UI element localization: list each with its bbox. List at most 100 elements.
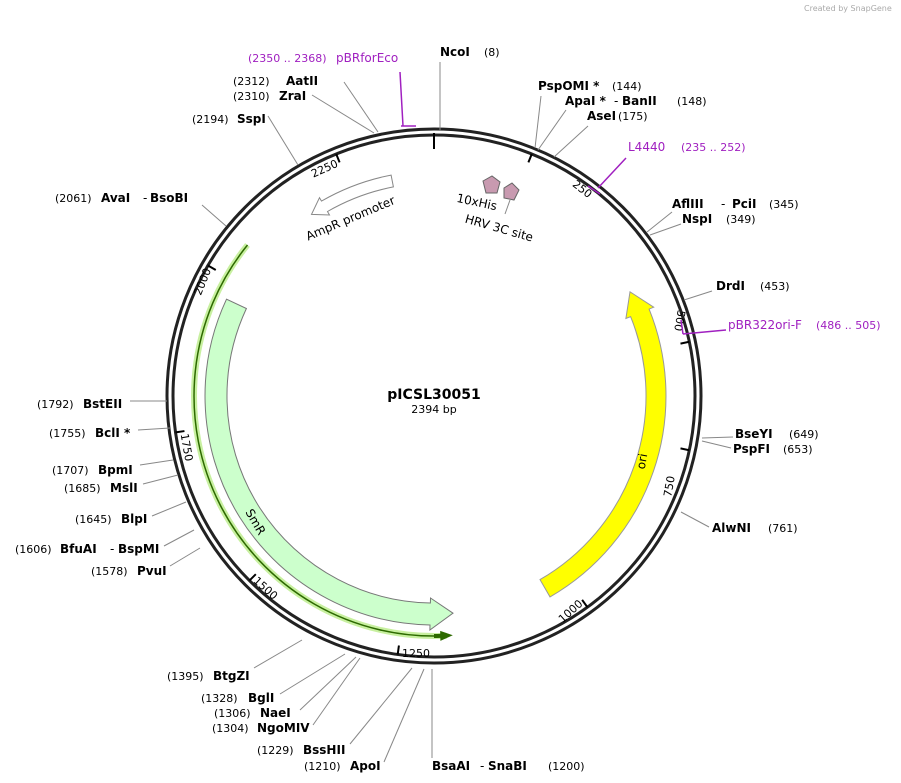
site-position: (653)	[783, 443, 813, 456]
site-name: NspI	[682, 212, 712, 226]
name-separator: -	[480, 759, 484, 773]
feature-label: ori	[634, 452, 650, 470]
site-line	[279, 653, 346, 695]
site-name: BpmI	[98, 463, 133, 477]
site-name: BclI *	[95, 426, 131, 440]
site-name: NaeI	[260, 706, 291, 720]
site-line	[701, 436, 734, 439]
site-name: DrdI	[716, 279, 745, 293]
site-position: (144)	[612, 80, 642, 93]
site-position: (2061)	[55, 192, 92, 205]
ring-tick-label: 750	[661, 475, 677, 498]
site-line	[701, 440, 732, 449]
ring-tick	[581, 599, 589, 608]
site-name: BtgZI	[213, 669, 250, 683]
site-name: BsaAI	[432, 759, 470, 773]
site-name: SnaBI	[488, 759, 527, 773]
site-name: ZraI	[279, 89, 306, 103]
site-line	[646, 211, 673, 233]
site-name: NgoMIV	[257, 721, 310, 735]
site-line	[534, 95, 542, 149]
ampr-promoter	[310, 174, 394, 216]
site-position: (649)	[789, 428, 819, 441]
site-line	[537, 109, 567, 151]
site-name: SspI	[237, 112, 266, 126]
primer-line	[399, 71, 416, 127]
site-name: MslI	[110, 481, 138, 495]
site-line	[311, 94, 375, 134]
name-separator: -	[614, 94, 618, 108]
site-line	[151, 501, 187, 517]
site-line	[299, 656, 357, 711]
primer-range: (235 .. 252)	[681, 141, 746, 154]
site-position: (2310)	[233, 90, 270, 103]
site-line	[680, 511, 710, 528]
site-position: (175)	[618, 110, 648, 123]
site-name: BglI	[248, 691, 274, 705]
site-position: (1792)	[37, 398, 74, 411]
site-name: NcoI	[440, 45, 470, 59]
ring-tick-label: 1750	[178, 432, 196, 462]
site-position: (349)	[726, 213, 756, 226]
ring-tick-label: 2250	[309, 157, 340, 180]
site-line	[139, 459, 174, 466]
site-line	[163, 529, 195, 547]
site-position: (345)	[769, 198, 799, 211]
name-separator: -	[110, 542, 114, 556]
site-position: (1306)	[214, 707, 251, 720]
site-line	[553, 125, 589, 158]
site-line	[137, 427, 171, 431]
ring-tick	[396, 645, 400, 655]
site-name: PvuI	[137, 564, 167, 578]
site-position: (1395)	[167, 670, 204, 683]
hrv-leader	[504, 199, 511, 215]
feature-line	[193, 244, 447, 637]
site-name: ApoI	[350, 759, 381, 773]
ring-tick	[527, 153, 533, 163]
site-position: (1229)	[257, 744, 294, 757]
site-position: (1328)	[201, 692, 238, 705]
his-tag	[482, 175, 501, 194]
feature-line-head	[434, 630, 453, 641]
site-name: ApaI *	[565, 94, 607, 108]
site-line	[253, 639, 303, 669]
ring-tick	[207, 264, 217, 271]
primer-line	[587, 157, 627, 195]
site-name: BanII	[622, 94, 657, 108]
site-name: BsoBI	[150, 191, 188, 205]
site-name: AseI	[587, 109, 616, 123]
site-position: (1645)	[75, 513, 112, 526]
site-position: (1200)	[548, 760, 585, 773]
site-position: (8)	[484, 46, 500, 59]
site-line	[649, 223, 682, 236]
site-line	[312, 657, 361, 726]
ring-tick	[680, 340, 690, 345]
ring-tick-label: 500	[671, 309, 687, 332]
primer-name: pBR322ori-F	[728, 318, 802, 332]
site-name: AatII	[286, 74, 318, 88]
ring-tick-label: 2000	[191, 266, 214, 297]
feature-label: 10xHis	[455, 191, 498, 213]
site-name: BstEII	[83, 397, 122, 411]
primer-name: pBRforEco	[336, 51, 398, 65]
ring-tick	[175, 430, 185, 434]
site-position: (1755)	[49, 427, 86, 440]
ring-tick	[680, 447, 690, 452]
site-name: PciI	[732, 197, 757, 211]
site-name: AflIII	[672, 197, 704, 211]
site-name: BssHII	[303, 743, 345, 757]
site-position: (761)	[768, 522, 798, 535]
site-position: (1304)	[212, 722, 249, 735]
primer-range: (2350 .. 2368)	[248, 52, 327, 65]
site-position: (1707)	[52, 464, 89, 477]
name-separator: -	[143, 191, 147, 205]
site-name: BfuAI	[60, 542, 97, 556]
feature-label: HRV 3C site	[463, 212, 534, 245]
smr-arrow	[204, 298, 454, 631]
site-line	[349, 667, 413, 745]
hrv-site	[503, 182, 520, 201]
site-line	[383, 668, 425, 763]
map-length: 2394 bp	[411, 403, 456, 416]
site-line	[201, 204, 227, 227]
site-position: (1606)	[15, 543, 52, 556]
